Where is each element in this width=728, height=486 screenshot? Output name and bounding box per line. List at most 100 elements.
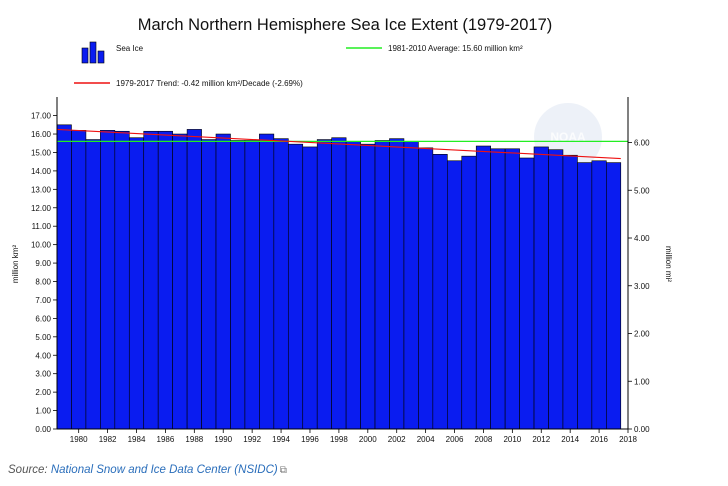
bar-2001 (374, 140, 390, 430)
bar-2006 (446, 160, 463, 430)
y2-tick-label: 1.00 (634, 377, 650, 386)
y2-tick-label: 4.00 (634, 234, 650, 243)
x-tick-label: 1982 (99, 435, 117, 444)
bar-1986 (157, 130, 173, 430)
y-tick-label: 0.00 (35, 425, 51, 434)
y-axis-label-right: million mi² (664, 246, 673, 282)
x-tick-label: 2012 (532, 435, 550, 444)
bar-2015 (577, 162, 593, 430)
x-tick-label: 2014 (561, 435, 579, 444)
y-tick-label: 16.00 (31, 130, 52, 139)
trend-line (56, 128, 621, 160)
y-tick-label: 2.00 (35, 388, 51, 397)
x-tick-label: 1980 (70, 435, 88, 444)
x-tick-label: 2008 (475, 435, 493, 444)
x-tick-label: 1996 (301, 435, 319, 444)
bar-1996 (302, 146, 318, 430)
y-tick-label: 8.00 (35, 278, 51, 287)
bar-1979 (56, 124, 72, 430)
y-tick-label: 7.00 (35, 296, 51, 305)
bar-2003 (403, 141, 419, 430)
bar-1985 (143, 130, 159, 430)
y-tick-label: 1.00 (35, 407, 51, 416)
y2-tick-label: 6.00 (634, 139, 650, 148)
y-tick-label: 14.00 (31, 167, 52, 176)
y-tick-label: 6.00 (35, 314, 51, 323)
bar-2007 (461, 155, 477, 430)
bar-2002 (389, 138, 405, 430)
bar-1991 (230, 140, 246, 430)
bar-1984 (128, 137, 145, 430)
bar-1999 (345, 141, 361, 430)
source-link[interactable]: National Snow and Ice Data Center (NSIDC… (50, 464, 278, 476)
x-tick-label: 1984 (128, 435, 146, 444)
x-tick-label: 1988 (185, 435, 203, 444)
noaa-watermark-text: NOAA (550, 130, 586, 144)
bar-1998 (331, 137, 347, 430)
legend-average-label: 1981-2010 Average: 15.60 million km² (388, 44, 523, 53)
bar-2004 (418, 147, 434, 430)
y-tick-label: 11.00 (32, 222, 52, 231)
bar-1989 (201, 139, 217, 430)
y-axis-label-left: million km² (11, 245, 20, 284)
y-tick-label: 10.00 (31, 241, 52, 250)
bar-1982 (100, 130, 116, 430)
bar-1992 (244, 140, 260, 430)
bar-2005 (432, 154, 448, 430)
bar-2000 (360, 143, 376, 430)
source-credit: Source: National Snow and Ice Data Cente… (8, 464, 287, 476)
bar-1994 (273, 138, 289, 430)
y-tick-label: 17.00 (31, 112, 52, 121)
bar-2014 (562, 154, 578, 430)
legend-average: 1981-2010 Average: 15.60 million km² (346, 44, 523, 53)
source-prefix: Source: (8, 464, 48, 476)
x-tick-label: 2016 (590, 435, 608, 444)
y-tick-label: 9.00 (35, 259, 51, 268)
x-tick-label: 2018 (619, 435, 637, 444)
y-tick-label: 15.00 (31, 148, 52, 157)
y-tick-label: 3.00 (35, 370, 51, 379)
bar-2008 (475, 145, 491, 430)
x-tick-label: 2000 (359, 435, 377, 444)
bar-1993 (259, 133, 275, 430)
y-tick-label: 5.00 (35, 333, 51, 342)
legend-sea-ice-label: Sea Ice (116, 44, 144, 53)
x-tick-label: 2006 (446, 435, 464, 444)
y-tick-label: 12.00 (31, 204, 52, 213)
legend-sea-ice: Sea Ice (81, 41, 144, 64)
y-tick-label: 4.00 (35, 351, 51, 360)
bar-1997 (316, 139, 332, 430)
x-tick-label: 2002 (388, 435, 406, 444)
x-tick-label: 1990 (214, 435, 232, 444)
bar-2011 (519, 157, 535, 430)
chart-title: March Northern Hemisphere Sea Ice Extent… (138, 16, 553, 34)
bar-1980 (71, 130, 87, 430)
sea-ice-chart: March Northern Hemisphere Sea Ice Extent… (11, 16, 673, 444)
legend-trend-label: 1979-2017 Trend: -0.42 million km²/Decad… (116, 79, 303, 88)
bar-2009 (490, 148, 506, 430)
bar-1988 (186, 129, 202, 430)
y2-tick-label: 0.00 (634, 425, 650, 434)
bar-1995 (287, 143, 304, 430)
x-tick-label: 1998 (330, 435, 348, 444)
bar-2013 (548, 149, 564, 430)
x-tick-label: 2004 (417, 435, 435, 444)
x-tick-label: 1986 (157, 435, 175, 444)
bar-2010 (504, 148, 520, 430)
x-tick-label: 1994 (272, 435, 290, 444)
bar-1990 (215, 133, 231, 430)
bar-chart-icon (81, 41, 105, 64)
bar-1983 (114, 130, 130, 430)
x-tick-label: 1992 (243, 435, 261, 444)
bar-2016 (591, 160, 607, 430)
y-tick-label: 13.00 (31, 185, 52, 194)
y2-tick-label: 2.00 (634, 330, 650, 339)
y2-tick-label: 5.00 (634, 186, 650, 195)
bar-1981 (85, 139, 101, 430)
bar-1987 (172, 133, 188, 430)
x-tick-label: 2010 (503, 435, 521, 444)
plot-area: NOAA 0.00 1.00 2.00 3.00 4.00 5.00 6.00 7.00 8.00… (31, 97, 650, 444)
legend-trend: 1979-2017 Trend: -0.42 million km²/Decad… (74, 79, 303, 88)
y2-tick-label: 3.00 (634, 282, 650, 291)
bar-2017 (606, 162, 622, 430)
